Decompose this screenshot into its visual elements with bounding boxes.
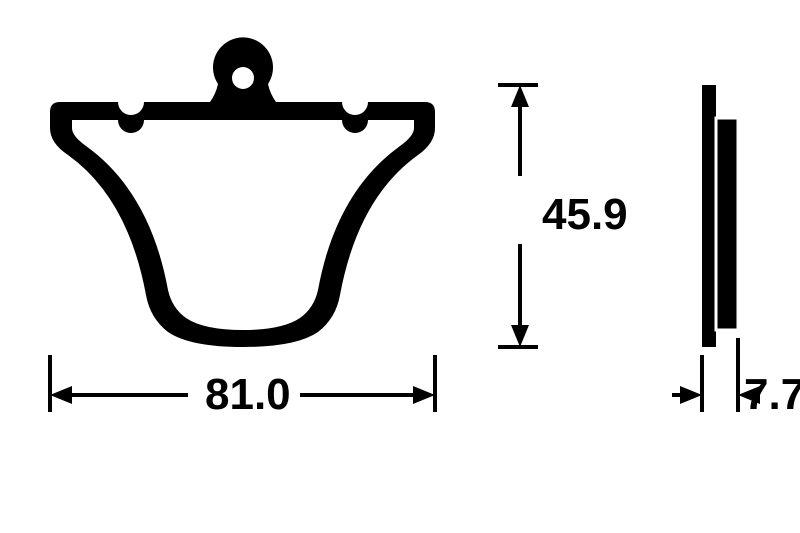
width-label: 81.0 (205, 370, 291, 420)
height-label: 45.9 (542, 190, 628, 240)
front-view (50, 37, 435, 347)
technical-drawing: 81.0 45.9 7.7 (0, 0, 800, 533)
height-dimension (498, 85, 538, 347)
side-view (702, 85, 738, 347)
thickness-label: 7.7 (744, 370, 800, 420)
